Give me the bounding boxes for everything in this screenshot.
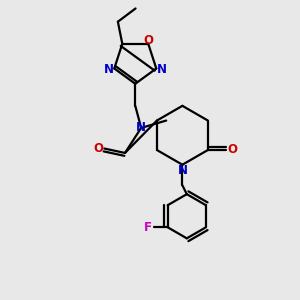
Text: O: O xyxy=(143,34,153,47)
Text: N: N xyxy=(157,64,166,76)
Text: F: F xyxy=(144,221,152,234)
Text: O: O xyxy=(94,142,103,155)
Text: N: N xyxy=(104,64,114,76)
Text: O: O xyxy=(227,143,237,157)
Text: N: N xyxy=(136,122,146,134)
Text: N: N xyxy=(177,164,188,176)
